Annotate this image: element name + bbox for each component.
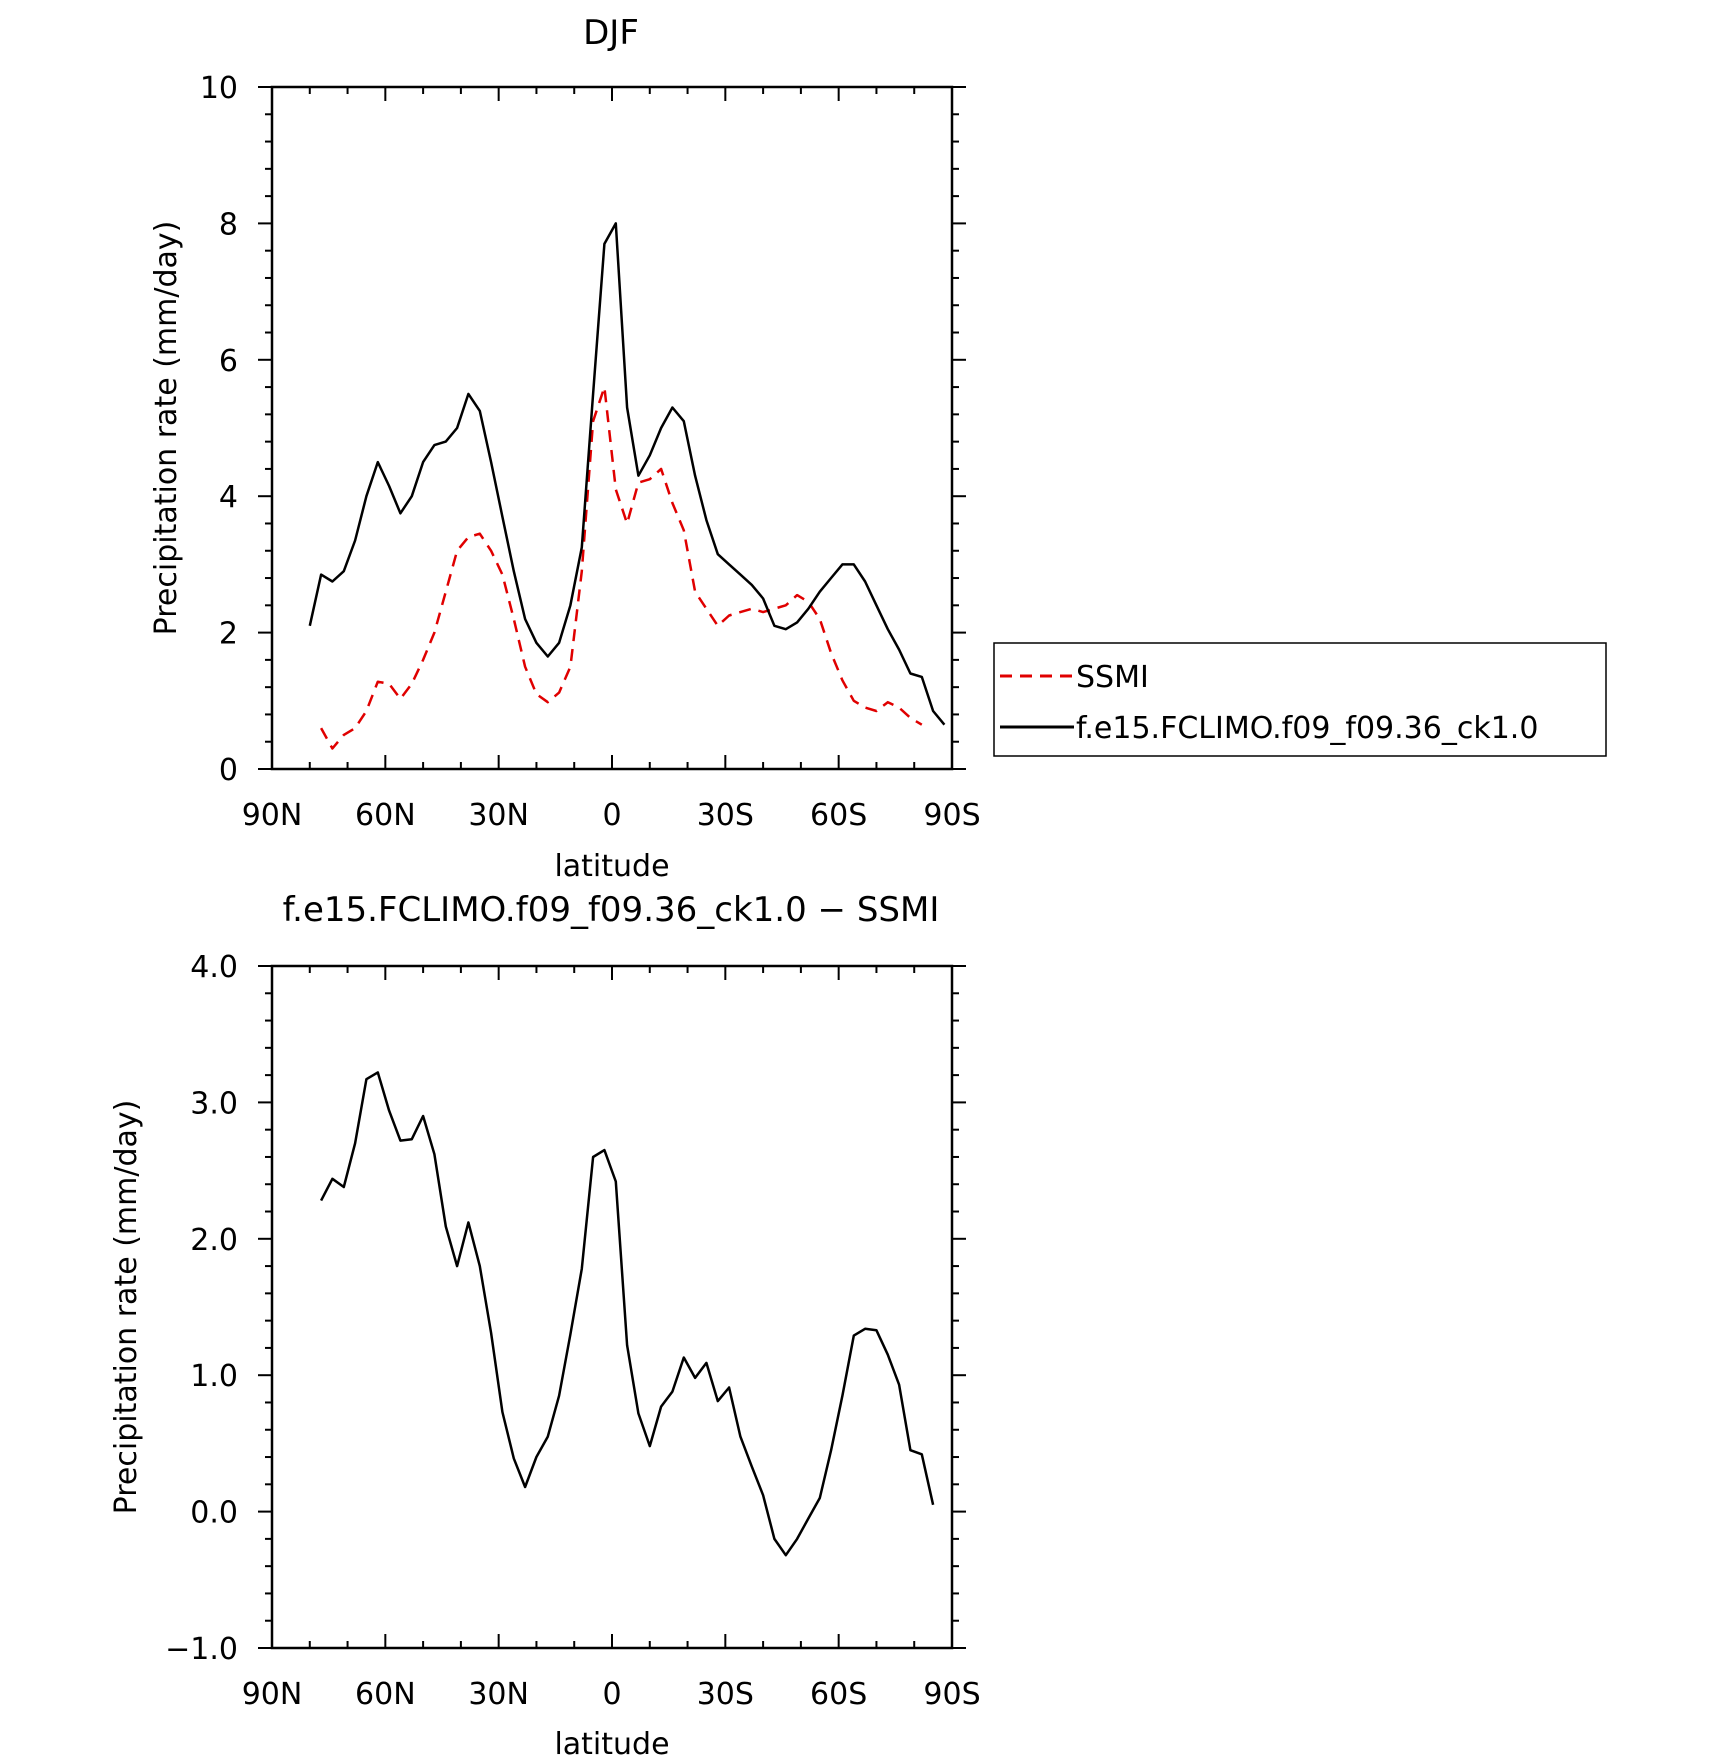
y-tick-label: 0.0 bbox=[190, 1496, 238, 1531]
top-chart-y-tick-labels: 0 2 4 6 8 10 bbox=[200, 71, 238, 788]
bottom-chart-y-axis-title: Precipitation rate (mm/day) bbox=[109, 1100, 144, 1515]
series-line-f-e15-fclimo-f09-f09-36-ck1-0-ssmi bbox=[319, 1071, 935, 1557]
top-chart-ticks bbox=[258, 86, 966, 770]
y-tick-label: 3.0 bbox=[190, 1086, 238, 1121]
bottom-chart-x-tick-labels: 90N 60N 30N 0 30S 60S 90S bbox=[242, 1677, 981, 1712]
x-tick-label: 60S bbox=[810, 798, 867, 833]
x-tick-label: 90S bbox=[923, 1677, 980, 1712]
y-tick-label: 4 bbox=[219, 480, 238, 515]
x-tick-label: 30N bbox=[468, 798, 529, 833]
bottom-chart-series bbox=[319, 1071, 935, 1557]
y-tick-label: 4.0 bbox=[190, 950, 238, 985]
bottom-chart-panel: f.e15.FCLIMO.f09_f09.36_ck1.0 − SSMI −1.… bbox=[109, 890, 981, 1762]
top-chart-title: DJF bbox=[583, 13, 639, 53]
legend-label-ssmi: SSMI bbox=[1076, 660, 1149, 695]
top-chart-frame bbox=[270, 85, 954, 771]
bottom-chart-x-axis-title: latitude bbox=[554, 1727, 669, 1762]
y-tick-label: 1.0 bbox=[190, 1359, 238, 1394]
y-tick-label: 2 bbox=[219, 617, 238, 652]
x-tick-label: 60N bbox=[355, 1677, 416, 1712]
y-tick-label: 8 bbox=[219, 207, 238, 242]
series-line-f-e15-fclimo-f09-f09-36-ck1-0 bbox=[308, 222, 946, 726]
y-tick-label: −1.0 bbox=[165, 1632, 238, 1667]
y-tick-label: 6 bbox=[219, 344, 238, 379]
bottom-chart-title: f.e15.FCLIMO.f09_f09.36_ck1.0 − SSMI bbox=[283, 890, 940, 930]
y-tick-label: 0 bbox=[219, 753, 238, 788]
x-tick-label: 30N bbox=[468, 1677, 529, 1712]
x-tick-label: 30S bbox=[697, 1677, 754, 1712]
legend-box bbox=[993, 642, 1607, 757]
y-tick-label: 10 bbox=[200, 71, 238, 106]
legend-label-model: f.e15.FCLIMO.f09_f09.36_ck1.0 bbox=[1076, 711, 1538, 746]
x-tick-label: 0 bbox=[602, 1677, 621, 1712]
x-tick-label: 0 bbox=[602, 798, 621, 833]
top-chart-y-axis-title: Precipitation rate (mm/day) bbox=[149, 221, 184, 636]
series-line-ssmi bbox=[320, 385, 923, 750]
bottom-chart-ticks bbox=[258, 965, 966, 1649]
bottom-chart-frame bbox=[270, 964, 954, 1650]
top-chart-panel: DJF 0 2 4 6 8 10 90N 60N 30N 0 30S 60S 90S latitude… bbox=[149, 13, 981, 884]
top-chart-x-axis-title: latitude bbox=[554, 849, 669, 884]
x-tick-label: 30S bbox=[697, 798, 754, 833]
x-tick-label: 90N bbox=[242, 1677, 303, 1712]
legend: SSMI f.e15.FCLIMO.f09_f09.36_ck1.0 bbox=[993, 642, 1607, 757]
x-tick-label: 90N bbox=[242, 798, 303, 833]
x-tick-label: 60S bbox=[810, 1677, 867, 1712]
top-chart-series bbox=[308, 222, 946, 750]
x-tick-label: 60N bbox=[355, 798, 416, 833]
x-tick-label: 90S bbox=[923, 798, 980, 833]
top-chart-x-tick-labels: 90N 60N 30N 0 30S 60S 90S bbox=[242, 798, 981, 833]
bottom-chart-y-tick-labels: −1.0 0.0 1.0 2.0 3.0 4.0 bbox=[165, 950, 238, 1667]
y-tick-label: 2.0 bbox=[190, 1223, 238, 1258]
